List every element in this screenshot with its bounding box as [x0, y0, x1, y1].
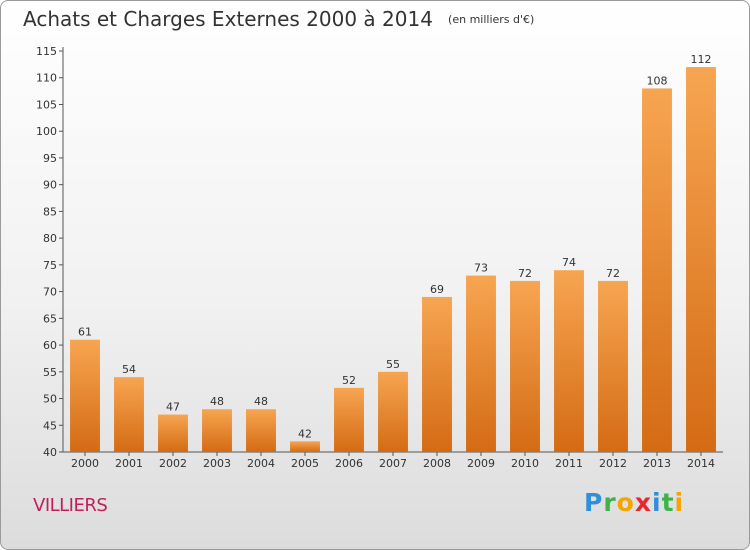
bar — [114, 377, 144, 452]
bar — [686, 67, 716, 452]
bar — [202, 409, 232, 452]
bar-value-label: 74 — [562, 256, 576, 269]
bar-value-label: 72 — [606, 267, 620, 280]
x-tick-label: 2008 — [423, 457, 451, 470]
bar — [510, 280, 540, 452]
bar-value-label: 47 — [166, 401, 180, 414]
bar-value-label: 69 — [430, 283, 444, 296]
bar-value-label: 48 — [210, 395, 224, 408]
y-tick-label: 80 — [43, 232, 57, 245]
location-label: VILLIERS — [33, 495, 108, 516]
x-tick-label: 2007 — [379, 457, 407, 470]
y-tick-label: 70 — [43, 286, 57, 299]
chart-title-block: Achats et Charges Externes 2000 à 2014 (… — [23, 7, 534, 31]
y-tick-label: 50 — [43, 393, 57, 406]
bar-value-label: 73 — [474, 262, 488, 275]
bar — [422, 296, 452, 452]
bar — [334, 387, 364, 452]
x-tick-label: 2009 — [467, 457, 495, 470]
bar — [378, 371, 408, 452]
x-tick-label: 2002 — [159, 457, 187, 470]
bar-value-label: 42 — [298, 427, 312, 440]
x-tick-label: 2001 — [115, 457, 143, 470]
x-tick-label: 2006 — [335, 457, 363, 470]
bar — [642, 88, 672, 452]
logo-letter: x — [634, 488, 652, 517]
y-tick-label: 85 — [43, 205, 57, 218]
y-tick-label: 75 — [43, 259, 57, 272]
y-tick-label: 55 — [43, 366, 57, 379]
bar — [290, 441, 320, 452]
x-tick-label: 2004 — [247, 457, 275, 470]
bar-value-label: 52 — [342, 374, 356, 387]
bar — [158, 414, 188, 452]
x-tick-label: 2000 — [71, 457, 99, 470]
y-tick-label: 65 — [43, 312, 57, 325]
chart-title: Achats et Charges Externes 2000 à 2014 — [23, 7, 433, 31]
chart-subtitle: (en milliers d'€) — [448, 13, 535, 26]
logo-letter: t — [661, 488, 675, 517]
logo-letter: P — [584, 488, 604, 517]
logo-letter: i — [652, 488, 662, 517]
x-tick-label: 2005 — [291, 457, 319, 470]
bar-value-label: 112 — [691, 53, 712, 66]
x-tick-label: 2012 — [599, 457, 627, 470]
y-tick-label: 110 — [36, 72, 57, 85]
bar-value-label: 55 — [386, 358, 400, 371]
y-tick-label: 100 — [36, 125, 57, 138]
x-tick-label: 2014 — [687, 457, 715, 470]
x-tick-label: 2010 — [511, 457, 539, 470]
y-tick-label: 90 — [43, 179, 57, 192]
y-tick-label: 115 — [36, 45, 57, 58]
logo-letter: i — [674, 488, 685, 517]
bar — [466, 275, 496, 452]
bar-value-label: 48 — [254, 395, 268, 408]
x-tick-label: 2003 — [203, 457, 231, 470]
bar-value-label: 61 — [78, 326, 92, 339]
bar — [554, 270, 584, 452]
y-tick-label: 40 — [43, 446, 57, 459]
bar-value-label: 54 — [122, 363, 136, 376]
logo-letter: r — [603, 488, 617, 517]
x-tick-label: 2011 — [555, 457, 583, 470]
bar-value-label: 108 — [647, 74, 668, 87]
bar — [70, 339, 100, 452]
bar — [246, 409, 276, 452]
y-tick-label: 60 — [43, 339, 57, 352]
logo-letter: o — [616, 488, 635, 517]
y-tick-label: 45 — [43, 419, 57, 432]
bar — [598, 280, 628, 452]
y-tick-label: 105 — [36, 98, 57, 111]
proxiti-logo: Proxiti — [584, 488, 684, 517]
bar-value-label: 72 — [518, 267, 532, 280]
y-tick-label: 95 — [43, 152, 57, 165]
x-tick-label: 2013 — [643, 457, 671, 470]
